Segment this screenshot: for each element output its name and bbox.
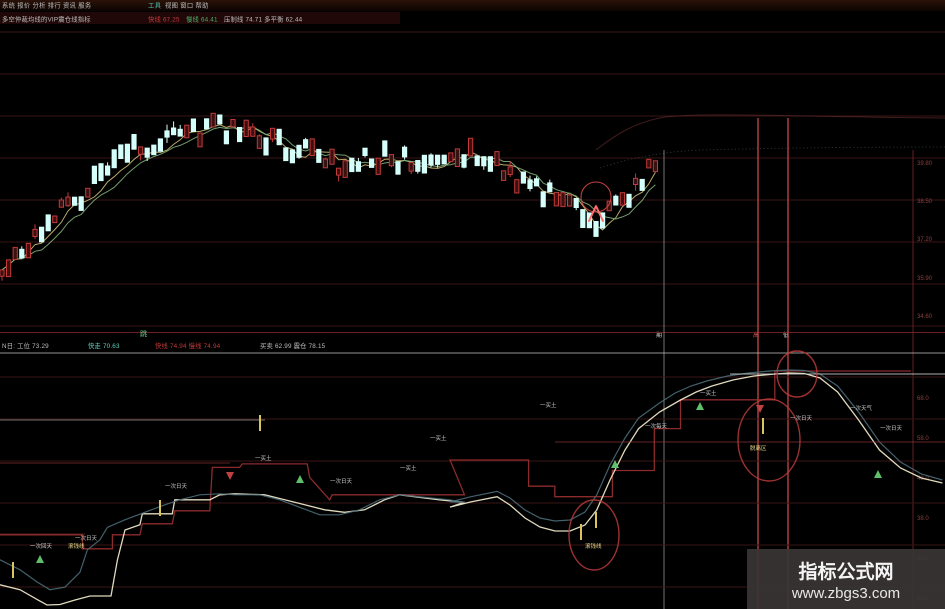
svg-text:一买土: 一买土: [700, 389, 717, 397]
svg-text:37.20: 37.20: [917, 237, 933, 243]
svg-text:脱离区: 脱离区: [750, 444, 767, 452]
svg-text:38.50: 38.50: [917, 199, 933, 205]
svg-text:压制线 74.71 多平衡 62.44: 压制线 74.71 多平衡 62.44: [224, 15, 303, 24]
svg-text:35.90: 35.90: [917, 276, 933, 282]
svg-text:一次每天: 一次每天: [645, 422, 668, 430]
svg-text:一买土: 一买土: [540, 401, 557, 409]
svg-text:38.0: 38.0: [917, 516, 929, 522]
svg-text:34.60: 34.60: [917, 314, 933, 320]
svg-text:指标公式网: 指标公式网: [798, 560, 893, 583]
svg-text:一次天气: 一次天气: [850, 404, 873, 412]
svg-text:一次日天: 一次日天: [880, 424, 903, 432]
svg-text:一次日天: 一次日天: [330, 477, 353, 485]
svg-text:一买土: 一买土: [400, 464, 417, 472]
svg-text:系统 报价 分析 排行 资讯 服务: 系统 报价 分析 排行 资讯 服务: [2, 1, 92, 10]
svg-text:工具: 工具: [148, 2, 162, 10]
svg-text:快线 74.94 慢线 74.94: 快线 74.94 慢线 74.94: [155, 341, 221, 350]
svg-text:快走 70.63: 快走 70.63: [88, 341, 120, 350]
svg-text:一次日天: 一次日天: [75, 534, 98, 542]
svg-text:快线 67.25: 快线 67.25: [148, 15, 180, 24]
svg-text:www.zbgs3.com: www.zbgs3.com: [791, 585, 900, 602]
svg-text:多空仲裁均线的VIP震仓线指标: 多空仲裁均线的VIP震仓线指标: [2, 15, 91, 24]
svg-text:一买土: 一买土: [430, 434, 447, 442]
svg-text:一次日天: 一次日天: [790, 414, 813, 422]
svg-text:滚钱线: 滚钱线: [68, 542, 85, 550]
svg-text:买卖 62.99 震仓 78.15: 买卖 62.99 震仓 78.15: [260, 341, 326, 350]
svg-text:一次回天: 一次回天: [30, 542, 53, 550]
svg-text:一买土: 一买土: [255, 454, 272, 462]
svg-text:68.0: 68.0: [917, 396, 929, 402]
svg-text:跳: 跳: [140, 329, 147, 338]
svg-text:滚钱线: 滚钱线: [585, 542, 602, 550]
svg-text:慢线 64.41: 慢线 64.41: [186, 15, 218, 24]
svg-text:一次日天: 一次日天: [165, 482, 188, 490]
svg-text:视图 窗口 帮助: 视图 窗口 帮助: [165, 1, 209, 10]
svg-text:39.80: 39.80: [917, 161, 933, 167]
svg-text:58.0: 58.0: [917, 436, 929, 442]
svg-text:N日: 工位 73.29: N日: 工位 73.29: [2, 341, 49, 350]
